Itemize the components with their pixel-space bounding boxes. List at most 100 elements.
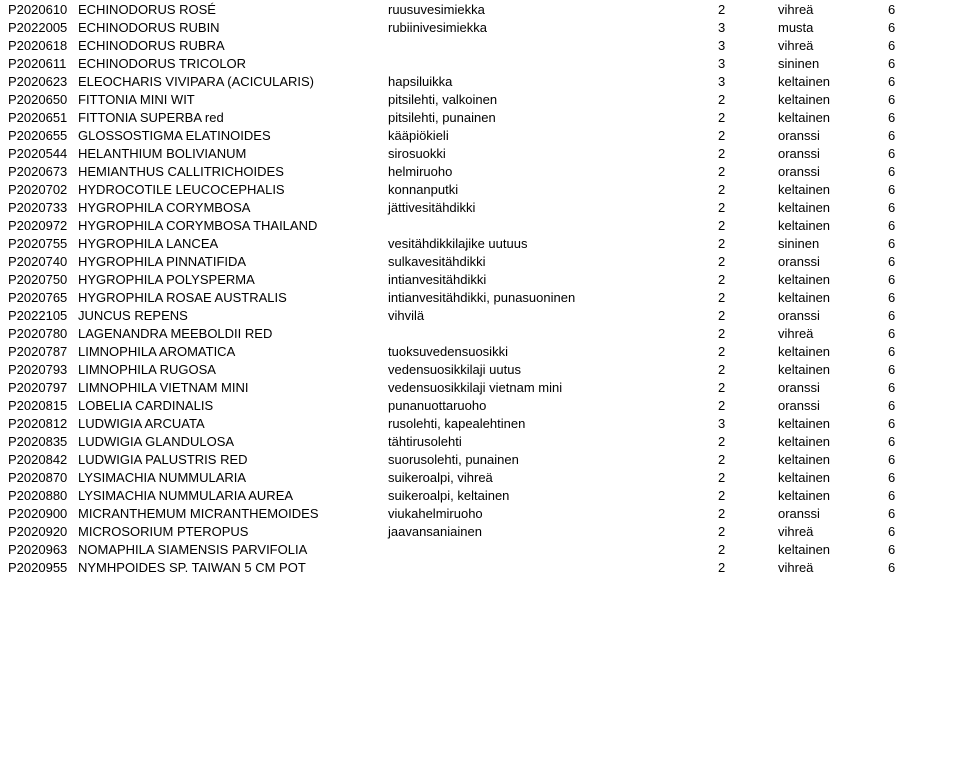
cell-code: P2020733 bbox=[8, 200, 78, 215]
cell-code: P2020972 bbox=[8, 218, 78, 233]
table-row: P2020733HYGROPHILA CORYMBOSAjättivesitäh… bbox=[0, 198, 960, 216]
table-row: P2020650FITTONIA MINI WITpitsilehti, val… bbox=[0, 90, 960, 108]
cell-color: oranssi bbox=[778, 308, 888, 323]
cell-last: 6 bbox=[888, 254, 928, 269]
table-row: P2020835LUDWIGIA GLANDULOSAtähtirusoleht… bbox=[0, 432, 960, 450]
cell-qty: 2 bbox=[718, 362, 778, 377]
cell-finnish: pitsilehti, valkoinen bbox=[388, 92, 718, 107]
cell-name: FITTONIA MINI WIT bbox=[78, 92, 388, 107]
cell-qty: 2 bbox=[718, 524, 778, 539]
cell-last: 6 bbox=[888, 218, 928, 233]
cell-color: keltainen bbox=[778, 452, 888, 467]
cell-finnish: vihvilä bbox=[388, 308, 718, 323]
cell-color: keltainen bbox=[778, 92, 888, 107]
cell-name: HYGROPHILA LANCEA bbox=[78, 236, 388, 251]
cell-last: 6 bbox=[888, 2, 928, 17]
cell-finnish: helmiruoho bbox=[388, 164, 718, 179]
cell-last: 6 bbox=[888, 182, 928, 197]
cell-qty: 3 bbox=[718, 56, 778, 71]
cell-code: P2020955 bbox=[8, 560, 78, 575]
cell-last: 6 bbox=[888, 20, 928, 35]
table-row: P2020900MICRANTHEMUM MICRANTHEMOIDESviuk… bbox=[0, 504, 960, 522]
cell-code: P2020755 bbox=[8, 236, 78, 251]
cell-code: P2020610 bbox=[8, 2, 78, 17]
cell-qty: 2 bbox=[718, 146, 778, 161]
cell-finnish: intianvesitähdikki bbox=[388, 272, 718, 287]
cell-name: HELANTHIUM BOLIVIANUM bbox=[78, 146, 388, 161]
cell-last: 6 bbox=[888, 416, 928, 431]
cell-name: HYGROPHILA POLYSPERMA bbox=[78, 272, 388, 287]
cell-name: MICROSORIUM PTEROPUS bbox=[78, 524, 388, 539]
cell-qty: 2 bbox=[718, 398, 778, 413]
cell-name: HYGROPHILA PINNATIFIDA bbox=[78, 254, 388, 269]
cell-code: P2020793 bbox=[8, 362, 78, 377]
cell-last: 6 bbox=[888, 344, 928, 359]
cell-code: P2020842 bbox=[8, 452, 78, 467]
cell-finnish: konnanputki bbox=[388, 182, 718, 197]
cell-code: P2020651 bbox=[8, 110, 78, 125]
table-row: P2020963NOMAPHILA SIAMENSIS PARVIFOLIA2k… bbox=[0, 540, 960, 558]
cell-qty: 2 bbox=[718, 236, 778, 251]
cell-qty: 3 bbox=[718, 38, 778, 53]
cell-qty: 2 bbox=[718, 182, 778, 197]
cell-name: HYGROPHILA CORYMBOSA bbox=[78, 200, 388, 215]
table-row: P2020623ELEOCHARIS VIVIPARA (ACICULARIS)… bbox=[0, 72, 960, 90]
cell-name: HEMIANTHUS CALLITRICHOIDES bbox=[78, 164, 388, 179]
cell-name: ECHINODORUS ROSÉ bbox=[78, 2, 388, 17]
cell-qty: 2 bbox=[718, 434, 778, 449]
cell-color: oranssi bbox=[778, 128, 888, 143]
cell-qty: 2 bbox=[718, 560, 778, 575]
cell-color: keltainen bbox=[778, 290, 888, 305]
cell-last: 6 bbox=[888, 272, 928, 287]
cell-last: 6 bbox=[888, 56, 928, 71]
cell-color: oranssi bbox=[778, 506, 888, 521]
cell-finnish: tuoksuvedensuosikki bbox=[388, 344, 718, 359]
cell-color: keltainen bbox=[778, 182, 888, 197]
cell-color: oranssi bbox=[778, 146, 888, 161]
cell-qty: 2 bbox=[718, 488, 778, 503]
table-row: P2022005ECHINODORUS RUBINrubiinivesimiek… bbox=[0, 18, 960, 36]
cell-color: sininen bbox=[778, 236, 888, 251]
cell-qty: 2 bbox=[718, 452, 778, 467]
cell-code: P2022005 bbox=[8, 20, 78, 35]
cell-code: P2020650 bbox=[8, 92, 78, 107]
cell-color: keltainen bbox=[778, 344, 888, 359]
cell-code: P2020812 bbox=[8, 416, 78, 431]
table-row: P2020655GLOSSOSTIGMA ELATINOIDESkääpiöki… bbox=[0, 126, 960, 144]
cell-finnish: tähtirusolehti bbox=[388, 434, 718, 449]
table-row: P2020972HYGROPHILA CORYMBOSA THAILAND2ke… bbox=[0, 216, 960, 234]
data-table: P2020610ECHINODORUS ROSÉruusuvesimiekka2… bbox=[0, 0, 960, 576]
cell-name: HYDROCOTILE LEUCOCEPHALIS bbox=[78, 182, 388, 197]
table-row: P2020765HYGROPHILA ROSAE AUSTRALISintian… bbox=[0, 288, 960, 306]
cell-finnish: sulkavesitähdikki bbox=[388, 254, 718, 269]
cell-qty: 2 bbox=[718, 308, 778, 323]
table-row: P2020920MICROSORIUM PTEROPUSjaavansaniai… bbox=[0, 522, 960, 540]
cell-last: 6 bbox=[888, 470, 928, 485]
cell-code: P2020611 bbox=[8, 56, 78, 71]
cell-name: LOBELIA CARDINALIS bbox=[78, 398, 388, 413]
cell-last: 6 bbox=[888, 452, 928, 467]
cell-qty: 2 bbox=[718, 218, 778, 233]
table-row: P2020544HELANTHIUM BOLIVIANUMsirosuokki2… bbox=[0, 144, 960, 162]
cell-finnish: suorusolehti, punainen bbox=[388, 452, 718, 467]
cell-qty: 2 bbox=[718, 2, 778, 17]
table-row: P2020955NYMHPOIDES SP. TAIWAN 5 CM POT2v… bbox=[0, 558, 960, 576]
cell-qty: 2 bbox=[718, 110, 778, 125]
cell-qty: 2 bbox=[718, 272, 778, 287]
cell-color: keltainen bbox=[778, 110, 888, 125]
cell-qty: 2 bbox=[718, 326, 778, 341]
cell-name: LUDWIGIA PALUSTRIS RED bbox=[78, 452, 388, 467]
cell-color: vihreä bbox=[778, 524, 888, 539]
cell-qty: 2 bbox=[718, 92, 778, 107]
cell-name: NYMHPOIDES SP. TAIWAN 5 CM POT bbox=[78, 560, 388, 575]
cell-finnish: vedensuosikkilaji uutus bbox=[388, 362, 718, 377]
table-row: P2020870LYSIMACHIA NUMMULARIAsuikeroalpi… bbox=[0, 468, 960, 486]
table-row: P2020812LUDWIGIA ARCUATArusolehti, kapea… bbox=[0, 414, 960, 432]
cell-qty: 3 bbox=[718, 74, 778, 89]
cell-finnish: rubiinivesimiekka bbox=[388, 20, 718, 35]
cell-last: 6 bbox=[888, 110, 928, 125]
cell-last: 6 bbox=[888, 488, 928, 503]
cell-color: sininen bbox=[778, 56, 888, 71]
cell-qty: 2 bbox=[718, 128, 778, 143]
cell-code: P2020880 bbox=[8, 488, 78, 503]
